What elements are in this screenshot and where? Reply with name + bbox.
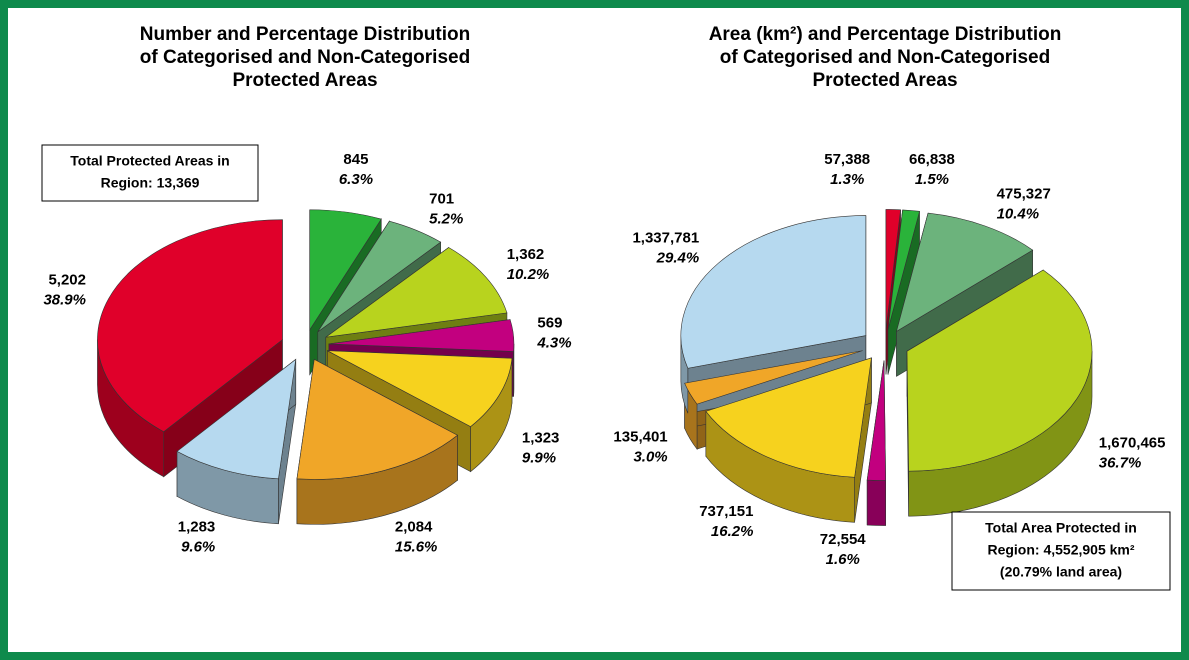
pie-slice [317,220,442,333]
value-label: 1,670,465 [1099,435,1166,452]
value-label: 701 [429,191,454,208]
percent-label: 1.6% [826,551,860,568]
chart-title: Number and Percentage Distribution [140,24,470,45]
chart-title: Protected Areas [812,70,957,91]
value-label: 845 [343,151,368,168]
percent-label: 9.9% [522,449,556,466]
percent-label: 9.6% [181,539,215,556]
chart-title: Area (km²) and Percentage Distribution [709,24,1062,45]
value-label: 1,362 [507,246,545,263]
slice-side [866,479,886,526]
annotation: Total Protected Areas in [70,153,229,169]
pie-slice [887,209,920,330]
pie-slice [327,350,513,427]
value-label: 475,327 [997,186,1051,203]
value-label: 737,151 [699,503,753,520]
pie-slice [705,357,872,478]
percent-label: 6.3% [339,171,373,188]
pie-slice [866,360,886,481]
pie-slice [176,358,297,480]
percent-label: 36.7% [1099,455,1142,472]
pie-slice [684,350,863,405]
percent-label: 10.4% [997,206,1040,223]
value-label: 1,283 [178,519,216,536]
chart-title: of Categorised and Non-Categorised [720,47,1050,68]
annotation: Total Area Protected in [985,520,1137,536]
annotation: (20.79% land area) [1000,564,1122,580]
percent-label: 15.6% [395,539,438,556]
value-label: 1,323 [522,429,560,446]
value-label: 569 [537,315,562,332]
annotation: Region: 4,552,905 km² [987,542,1134,558]
percent-label: 5.2% [429,211,463,228]
chart-title: of Categorised and Non-Categorised [140,47,470,68]
value-label: 1,337,781 [632,229,699,246]
value-label: 66,838 [909,151,955,168]
value-label: 5,202 [48,271,86,288]
pie-slice [97,219,283,433]
pie-slice [906,269,1093,472]
pie-slice [328,319,515,352]
pie-slice [309,209,382,331]
value-label: 57,388 [824,151,870,168]
value-label: 135,401 [613,429,667,446]
annotation-box [951,511,1171,591]
pie-slice [885,209,901,330]
pie-slice [680,215,867,369]
annotation-box [41,144,259,202]
percent-label: 16.2% [711,523,754,540]
pie-slice [296,358,459,480]
percent-label: 1.3% [830,171,864,188]
percent-label: 4.3% [536,335,571,352]
percent-label: 1.5% [915,171,949,188]
annotation: Region: 13,369 [101,175,200,191]
pie-slice [325,247,508,338]
percent-label: 3.0% [633,449,667,466]
percent-label: 38.9% [43,291,86,308]
pie-slice [896,212,1034,332]
chart-title: Protected Areas [232,70,377,91]
value-label: 2,084 [395,519,433,536]
value-label: 72,554 [820,531,867,548]
percent-label: 29.4% [656,249,700,266]
percent-label: 10.2% [507,266,550,283]
